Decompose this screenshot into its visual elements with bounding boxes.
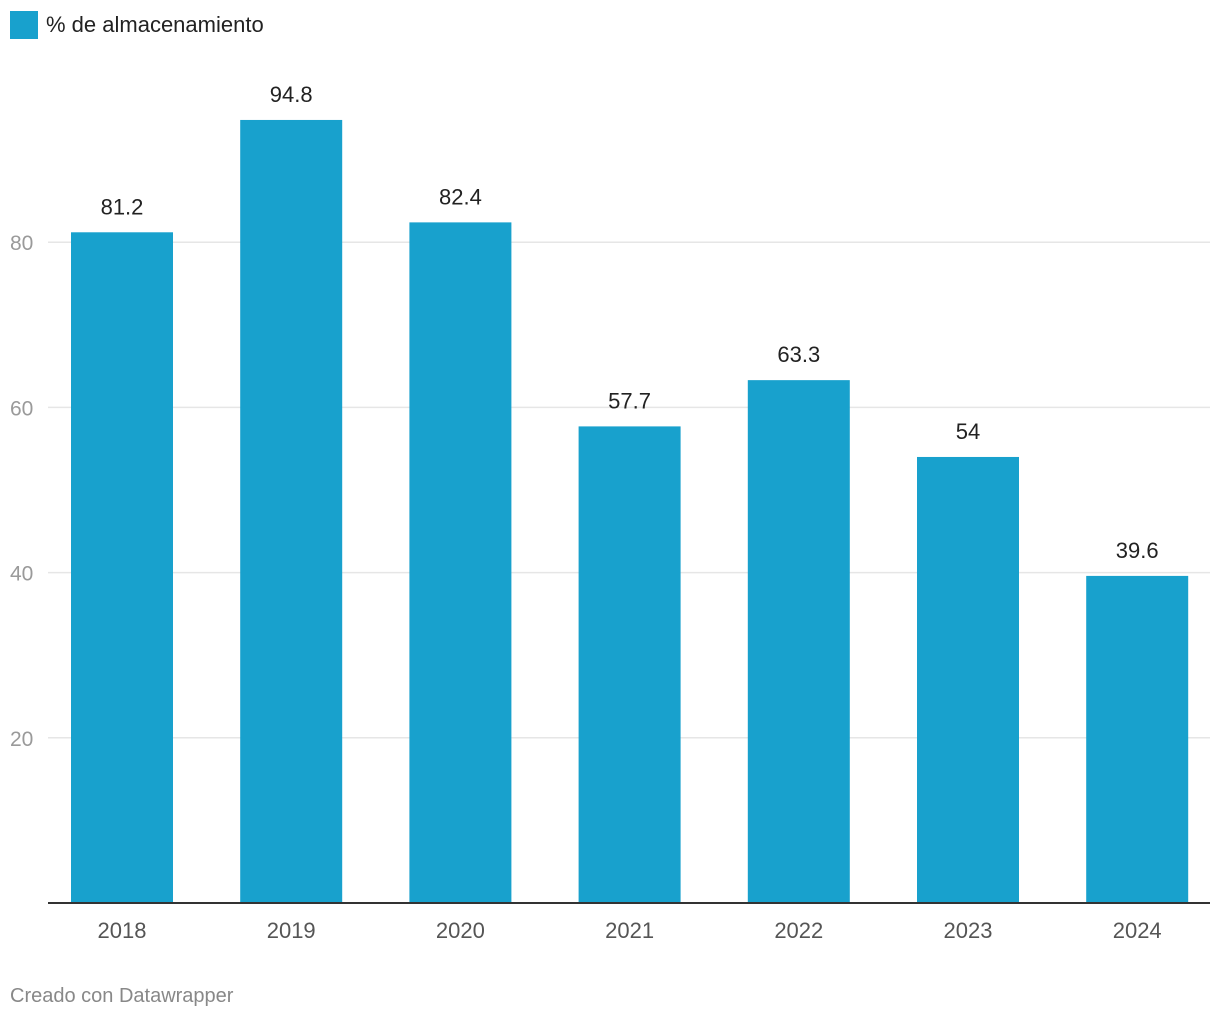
bar-2019 xyxy=(240,119,343,903)
bar-2021 xyxy=(578,426,681,903)
bar-2022 xyxy=(747,380,850,904)
x-tick-label-2021: 2021 xyxy=(605,918,654,943)
legend: % de almacenamiento xyxy=(10,11,264,39)
x-tick-label-2020: 2020 xyxy=(436,918,485,943)
footer-credit: Creado con Datawrapper xyxy=(10,985,234,1007)
x-tick-label-2018: 2018 xyxy=(98,918,147,943)
x-tick-label-2022: 2022 xyxy=(774,918,823,943)
y-tick-label-80: 80 xyxy=(10,232,33,255)
x-tick-label-2023: 2023 xyxy=(944,918,993,943)
bar-2020 xyxy=(409,222,512,904)
legend-swatch xyxy=(10,11,38,39)
y-tick-labels: 20 40 60 80 xyxy=(10,232,33,751)
x-tick-label-2024: 2024 xyxy=(1113,918,1162,943)
value-label-2019: 94.8 xyxy=(270,82,313,107)
value-label-2022: 63.3 xyxy=(777,342,820,367)
y-tick-label-20: 20 xyxy=(10,728,33,751)
value-labels: 81.2 94.8 82.4 57.7 63.3 54 39.6 xyxy=(101,82,1159,563)
y-tick-label-40: 40 xyxy=(10,563,33,586)
bar-2024 xyxy=(1086,575,1189,903)
legend-label: % de almacenamiento xyxy=(46,12,264,37)
bar-2023 xyxy=(917,456,1019,903)
x-tick-label-2019: 2019 xyxy=(267,918,316,943)
bars xyxy=(71,119,1189,904)
x-tick-labels: 2018 2019 2020 2021 2022 2023 2024 xyxy=(98,918,1162,943)
value-label-2024: 39.6 xyxy=(1116,538,1159,563)
value-label-2020: 82.4 xyxy=(439,184,482,209)
value-label-2021: 57.7 xyxy=(608,388,651,413)
y-tick-label-60: 60 xyxy=(10,397,33,420)
value-label-2023: 54 xyxy=(956,419,980,444)
bar-2018 xyxy=(71,232,173,904)
value-label-2018: 81.2 xyxy=(101,194,144,219)
